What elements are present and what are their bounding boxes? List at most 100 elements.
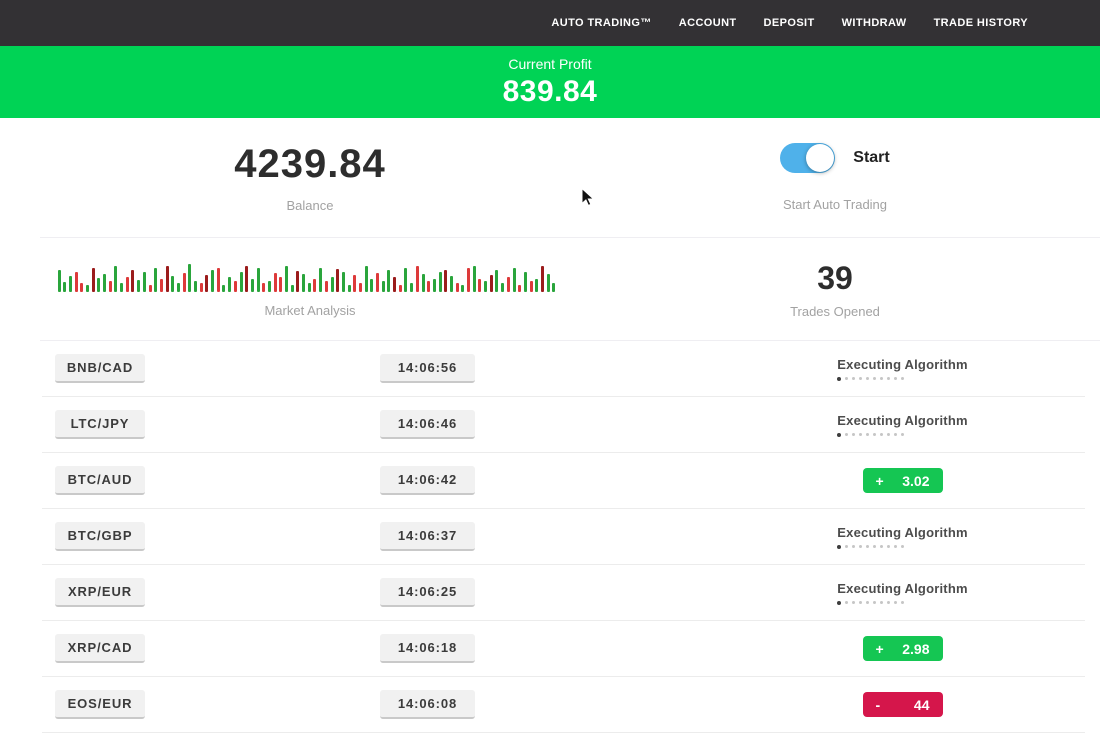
market-bar [211, 270, 215, 292]
market-bar [188, 264, 192, 292]
market-bar [63, 282, 67, 292]
table-row: XRP/EUR 14:06:25 Executing Algorithm [42, 565, 1085, 621]
market-bar [97, 278, 101, 292]
pair-badge: EOS/EUR [55, 690, 145, 719]
market-bar [239, 272, 243, 292]
auto-trading-caption: Start Auto Trading [782, 197, 888, 212]
market-bar [250, 279, 254, 292]
market-analysis-cell: Market Analysis [0, 238, 620, 340]
progress-dot [859, 601, 863, 604]
market-bar [171, 276, 175, 292]
table-row: XRP/CAD 14:06:18 + 2.98 [42, 621, 1085, 677]
section-divider [40, 340, 1100, 341]
market-section: Market Analysis 39 Trades Opened [0, 238, 1100, 340]
market-bar [154, 268, 158, 292]
pair-badge: LTC/JPY [55, 410, 145, 439]
progress-dot [901, 545, 905, 548]
pair-badge: BTC/GBP [55, 522, 145, 551]
market-bar [205, 275, 209, 292]
progress-dot [894, 433, 898, 436]
progress-dot [894, 601, 898, 604]
market-bar [103, 274, 106, 292]
progress-dot [859, 433, 863, 436]
market-bar [279, 277, 283, 292]
nav-item-account[interactable]: ACCOUNT [678, 17, 737, 29]
table-row: BTC/GBP 14:06:37 Executing Algorithm [42, 509, 1085, 565]
executing-algorithm-label: Executing Algorithm [837, 580, 968, 596]
trade-status: + 2.98 [862, 636, 943, 661]
table-row: LTC/JPY 14:06:46 Executing Algorithm [42, 397, 1085, 453]
market-bar [319, 268, 323, 292]
progress-dot [859, 545, 863, 548]
market-bar [529, 281, 533, 292]
progress-dot [837, 600, 842, 605]
market-bar [137, 280, 141, 292]
time-badge: 14:06:08 [380, 690, 475, 719]
progress-dot [880, 377, 884, 380]
market-bar [376, 273, 379, 292]
market-bar [495, 270, 499, 292]
trade-result-badge: + 3.02 [862, 468, 943, 493]
market-bar [467, 268, 470, 292]
progress-dot [866, 433, 870, 436]
market-bar [307, 283, 311, 292]
market-bar [523, 272, 527, 292]
market-bar [290, 285, 294, 292]
market-bar [484, 281, 488, 292]
market-bar [120, 283, 124, 292]
pair-badge: XRP/EUR [55, 578, 145, 607]
market-bar [324, 281, 328, 292]
toggle-label: Start [853, 149, 890, 166]
market-analysis-label: Market Analysis [264, 303, 356, 318]
result-sign: + [875, 640, 884, 657]
progress-dot [852, 601, 856, 604]
market-bar [461, 285, 465, 292]
time-badge: 14:06:37 [380, 522, 475, 551]
market-bar [489, 275, 493, 292]
progress-dots [837, 376, 967, 381]
trade-status: Executing Algorithm [837, 413, 968, 437]
market-bar [398, 285, 402, 292]
progress-dot [880, 433, 884, 436]
auto-trading-toggle[interactable] [780, 143, 836, 173]
market-bar [444, 270, 448, 292]
market-bar [148, 285, 152, 292]
progress-dot [880, 601, 884, 604]
market-bar [182, 273, 186, 292]
current-profit-banner: Current Profit 839.84 [0, 46, 1100, 118]
nav-item-withdraw[interactable]: WITHDRAW [841, 17, 907, 29]
progress-dot [852, 377, 856, 380]
balance-section: 4239.84 Balance Start Start Auto Trading [0, 118, 1100, 237]
progress-dot [845, 377, 849, 380]
executing-algorithm-label: Executing Algorithm [837, 356, 968, 372]
nav-item-deposit[interactable]: DEPOSIT [763, 17, 815, 29]
trades-opened-cell: 39 Trades Opened [620, 238, 1050, 340]
market-bar [455, 283, 459, 292]
market-bar [114, 266, 118, 292]
market-bar [381, 281, 385, 292]
current-profit-label: Current Profit [508, 55, 592, 72]
market-bar [233, 281, 237, 292]
result-value: 3.02 [902, 472, 930, 489]
progress-dot [894, 545, 898, 548]
market-bar [410, 283, 414, 292]
progress-dot [845, 433, 849, 436]
trade-status: Executing Algorithm [837, 580, 968, 605]
market-bar [518, 285, 522, 292]
progress-dot [894, 377, 898, 380]
progress-dot [837, 544, 842, 549]
market-bar [506, 277, 510, 292]
section-divider [40, 237, 1100, 238]
market-bar [370, 279, 374, 292]
balance-value: 4239.84 [234, 142, 386, 186]
nav-item-trade-history[interactable]: TRADE HISTORY [933, 17, 1028, 29]
time-badge: 14:06:56 [380, 354, 475, 383]
market-bar [176, 283, 180, 292]
executing-algorithm-label: Executing Algorithm [837, 524, 968, 540]
market-bar [216, 268, 220, 292]
market-bar [478, 279, 482, 292]
trade-status: Executing Algorithm [837, 524, 968, 549]
nav-item-auto-trading[interactable]: AUTO TRADING™ [551, 17, 652, 29]
market-bar [313, 279, 317, 292]
market-bar [347, 285, 351, 292]
